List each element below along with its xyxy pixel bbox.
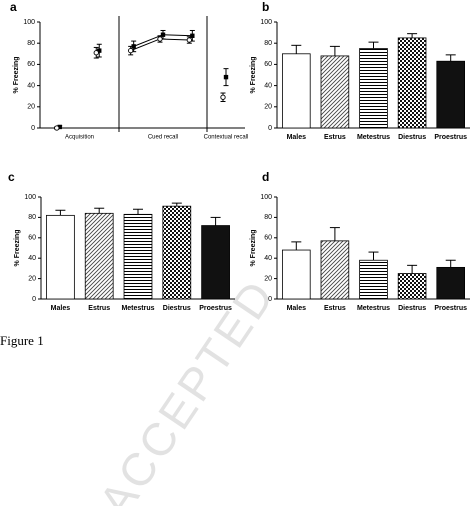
y-tick-label: 60 [264,235,272,242]
panel-label: a [10,0,17,14]
y-tick-label: 0 [268,125,272,132]
y-tick-label: 100 [23,19,35,26]
y-tick-label: 40 [264,255,272,262]
x-tick-label: Proestrus [199,305,232,312]
marker [57,124,62,130]
x-tick-label: Proestrus [434,305,467,312]
x-tick-label: Estrus [324,134,346,141]
marker [186,37,192,43]
panel-label: b [262,0,269,14]
marker [131,44,136,49]
section-label: Cued recall [148,135,178,141]
y-tick-label: 20 [28,275,36,282]
marker [54,125,60,131]
y-axis-label: % Freezing [250,230,257,267]
y-axis-label: % Freezing [250,57,257,94]
y-axis-label: % Freezing [14,230,21,267]
bar [397,37,427,129]
x-tick-label: Males [287,134,307,141]
y-axis-label: % Freezing [13,57,20,94]
marker [160,32,166,37]
y-tick-label: 60 [27,61,35,68]
x-tick-label: Estrus [88,305,110,312]
bar [397,273,427,300]
y-tick-label: 80 [264,40,272,47]
x-tick-label: Males [51,305,71,312]
marker [190,33,195,38]
bar [436,266,465,300]
bar [84,212,114,300]
bar [46,214,75,300]
y-tick-label: 20 [264,104,272,111]
marker [157,36,163,42]
bar [359,259,388,300]
section-label: Acquisition [65,135,94,141]
x-tick-label: Metestrus [357,134,390,141]
bar [359,48,388,129]
bar [320,240,350,300]
y-tick-label: 40 [28,255,36,262]
y-tick-label: 40 [27,82,35,89]
y-tick-label: 0 [31,125,35,132]
x-tick-label: Metestrus [121,305,154,312]
y-tick-label: 80 [264,214,272,221]
y-tick-label: 80 [28,214,36,221]
y-tick-label: 60 [264,61,272,68]
x-tick-label: Diestrus [398,305,426,312]
x-tick-label: Diestrus [163,305,191,312]
x-tick-label: Metestrus [357,305,390,312]
bar [282,53,311,129]
bar [123,213,153,300]
marker [93,50,99,56]
bar [201,225,230,300]
y-tick-label: 100 [260,19,272,26]
y-tick-label: 40 [264,82,272,89]
panel-label: d [262,170,269,184]
x-tick-label: Estrus [324,305,346,312]
y-tick-label: 0 [32,296,36,303]
y-tick-label: 80 [27,40,35,47]
bar [320,55,350,129]
x-tick-label: Males [287,305,307,312]
caption: Figure 1 [0,333,44,348]
x-tick-label: Proestrus [434,134,467,141]
marker [97,48,102,53]
marker [220,94,226,100]
y-tick-label: 20 [264,275,272,282]
y-tick-label: 100 [24,194,36,201]
y-tick-label: 60 [28,235,36,242]
marker [223,74,229,80]
y-tick-label: 100 [260,194,272,201]
bar [436,60,465,129]
panel-label: c [8,170,15,184]
bar [282,249,311,300]
section-label: Contextual recall [204,135,249,141]
y-tick-label: 20 [27,104,35,111]
y-tick-label: 0 [268,296,272,303]
marker [128,47,134,54]
x-tick-label: Diestrus [398,134,426,141]
bar [162,205,192,300]
